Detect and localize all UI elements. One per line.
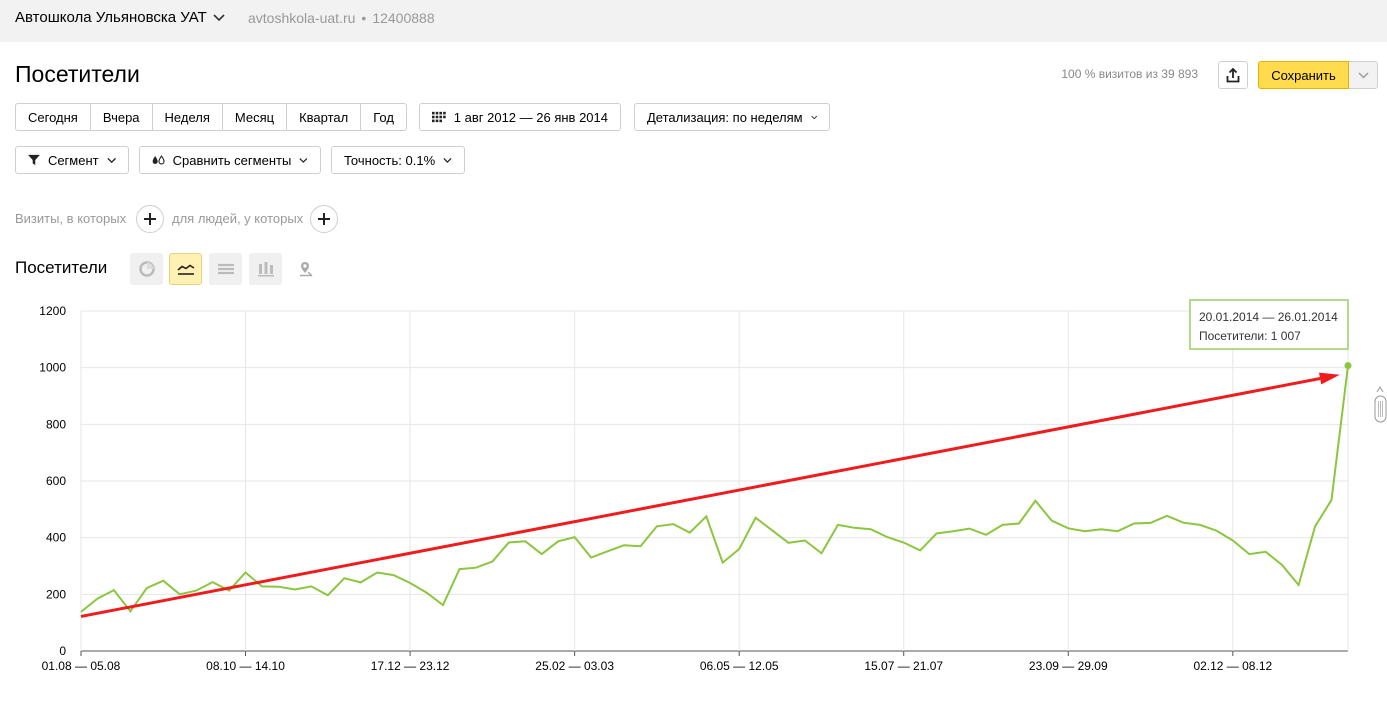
chevron-down-icon: [1358, 72, 1368, 78]
x-tick-label: 02.12 — 08.12: [1193, 659, 1272, 673]
export-button[interactable]: [1218, 61, 1248, 89]
period-week-button[interactable]: Неделя: [151, 103, 223, 131]
trend-arrow-shaft: [80, 377, 1321, 618]
counter-name: Автошкола Ульяновска УАТ: [15, 9, 207, 26]
period-selector: Сегодня Вчера Неделя Месяц Квартал Год: [15, 103, 407, 131]
y-tick-label: 200: [46, 587, 66, 601]
chart-grid: [80, 310, 1349, 652]
accuracy-label: Точность: 0.1%: [344, 152, 436, 168]
share-icon: [1226, 67, 1240, 82]
period-quarter-button[interactable]: Квартал: [286, 103, 362, 131]
detail-label: Детализация: по неделям: [647, 109, 803, 125]
chart-type-area-button[interactable]: [209, 253, 242, 285]
calendar-icon: [432, 111, 446, 123]
chart-type-bar-button[interactable]: [249, 253, 282, 285]
counter-domain: avtoshkola-uat.ru: [248, 10, 356, 26]
chevron-down-icon: [107, 157, 116, 163]
visitors-series-line: [80, 365, 1349, 613]
chart-type-pie-button[interactable]: [130, 253, 163, 285]
visits-filter-label: Визиты, в которых: [15, 211, 127, 226]
chart-tooltip: 20.01.2014 — 26.01.2014 Посетители: 1 00…: [1189, 299, 1349, 350]
y-tick-label: 800: [46, 417, 66, 431]
date-range-label: 1 авг 2012 — 26 янв 2014: [453, 109, 608, 125]
add-visit-condition-button[interactable]: [136, 205, 164, 233]
y-tick-label: 400: [46, 531, 66, 545]
segment-dropdown[interactable]: Сегмент: [15, 146, 129, 174]
x-tick-label: 23.09 — 29.09: [1029, 659, 1108, 673]
top-bar: Автошкола Ульяновска УАТ avtoshkola-uat.…: [0, 0, 1387, 42]
compare-icon: [152, 155, 165, 165]
trend-arrow: [80, 372, 1340, 618]
counter-selector[interactable]: Автошкола Ульяновска УАТ: [15, 9, 225, 26]
tooltip-period: 20.01.2014 — 26.01.2014: [1199, 310, 1338, 324]
x-tick-label: 15.07 — 21.07: [864, 659, 943, 673]
counter-id: 12400888: [372, 10, 435, 26]
x-tick-label: 06.05 — 12.05: [700, 659, 779, 673]
save-button[interactable]: Сохранить: [1258, 61, 1349, 89]
x-tick-label: 08.10 — 14.10: [206, 659, 285, 673]
chevron-down-icon: [810, 115, 817, 119]
x-axis-ticks: 01.08 — 05.08 08.10 — 14.10 17.12 — 23.12 2…: [42, 651, 1273, 673]
chart-section-title: Посетители: [15, 258, 108, 277]
bar-chart-icon: [257, 262, 274, 277]
pie-chart-icon: [138, 261, 155, 277]
map-icon: [299, 262, 313, 277]
chart-type-map-button[interactable]: [289, 253, 322, 285]
detail-dropdown[interactable]: Детализация: по неделям: [634, 103, 830, 131]
page-title: Посетители: [15, 61, 140, 87]
x-tick-label: 17.12 — 23.12: [371, 659, 450, 673]
meta-separator: •: [361, 10, 367, 26]
x-tick-label: 25.02 — 03.03: [535, 659, 614, 673]
chart-type-line-button[interactable]: [169, 253, 202, 285]
visitors-line-chart: 0 200 400 600 800 1000 1200 01.08 — 05.08 08.10…: [39, 304, 1352, 673]
y-tick-label: 1000: [39, 361, 66, 375]
visitors-series-points: [1344, 362, 1352, 370]
chevron-down-icon: [299, 157, 308, 163]
add-people-condition-button[interactable]: [310, 205, 338, 233]
plus-icon: [318, 213, 330, 225]
y-tick-label: 600: [46, 474, 66, 488]
counter-meta: avtoshkola-uat.ru • 12400888: [248, 10, 435, 26]
period-year-button[interactable]: Год: [360, 103, 407, 131]
chevron-down-icon: [443, 157, 452, 163]
y-axis-ticks: 0 200 400 600 800 1000 1200: [39, 304, 66, 658]
visits-share: 100 % визитов из 39 893: [1061, 67, 1198, 81]
filter-icon: [28, 154, 40, 166]
compare-segments-dropdown[interactable]: Сравнить сегменты: [139, 146, 321, 174]
x-tick-label: 01.08 — 05.08: [42, 659, 121, 673]
y-tick-label: 0: [59, 644, 66, 658]
tooltip-value: Посетители: 1 007: [1199, 329, 1301, 343]
highlighted-data-point: [1344, 362, 1352, 370]
line-chart-icon: [176, 264, 194, 275]
date-range-button[interactable]: 1 авг 2012 — 26 янв 2014: [419, 103, 621, 131]
period-today-button[interactable]: Сегодня: [15, 103, 91, 131]
y-tick-label: 1200: [39, 304, 66, 318]
accuracy-dropdown[interactable]: Точность: 0.1%: [331, 146, 465, 174]
segment-label: Сегмент: [47, 152, 99, 168]
chart-scroll-handle[interactable]: [1374, 386, 1387, 426]
chevron-down-icon: [213, 14, 225, 22]
period-month-button[interactable]: Месяц: [221, 103, 288, 131]
people-filter-label: для людей, у которых: [172, 211, 304, 226]
area-chart-icon: [217, 263, 234, 275]
save-options-button[interactable]: [1349, 61, 1378, 89]
plus-icon: [144, 213, 156, 225]
trend-arrow-head: [1319, 372, 1340, 385]
period-yesterday-button[interactable]: Вчера: [89, 103, 153, 131]
compare-label: Сравнить сегменты: [172, 152, 292, 168]
